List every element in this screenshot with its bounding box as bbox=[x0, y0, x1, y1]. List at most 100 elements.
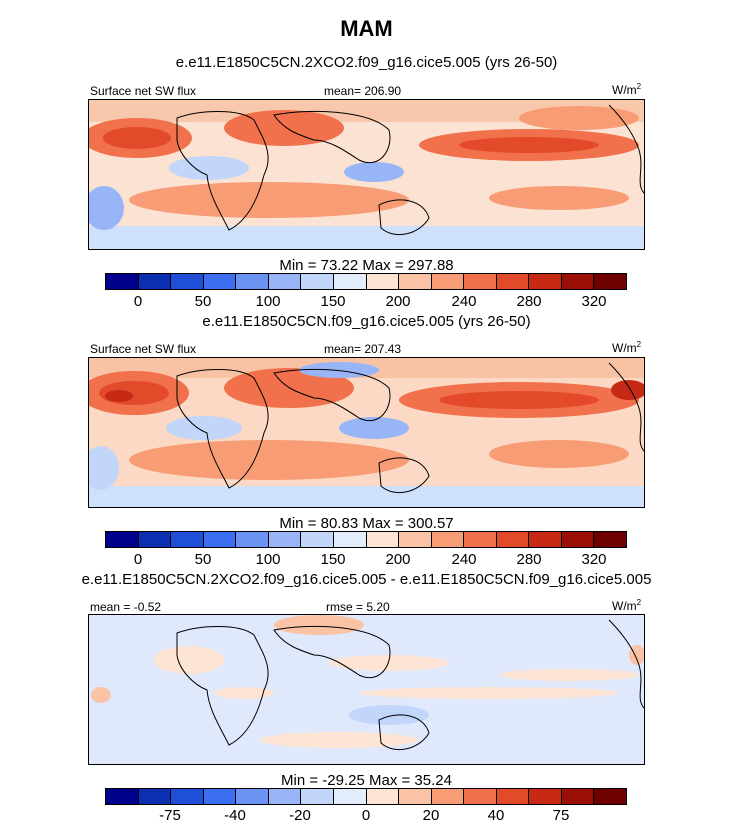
panel3-colorbar-bin bbox=[399, 789, 432, 804]
panel3-colorbar-bin bbox=[431, 789, 465, 804]
panel2-colorbar-bin bbox=[203, 532, 237, 547]
panel2-colorbar-bin bbox=[236, 532, 269, 547]
panel3-colorbar-bin bbox=[594, 789, 626, 804]
panel3-mean-label: mean = -0.52 bbox=[90, 600, 162, 614]
panel2-tick: 320 bbox=[581, 551, 607, 568]
panel2-southern-maximum bbox=[129, 440, 409, 480]
panel1-tick: 0 bbox=[133, 293, 143, 310]
panel2-tick: 240 bbox=[451, 551, 477, 568]
panel3-colorbar-bin bbox=[529, 789, 562, 804]
panel1-australia-coastline bbox=[378, 199, 430, 236]
panel3-asia-coastline bbox=[273, 625, 391, 679]
panel1-arabia-maximum bbox=[224, 110, 344, 146]
panel1-colorbar-bin bbox=[106, 274, 139, 289]
panel2-australia-coastline bbox=[378, 457, 430, 494]
panel3-colorbar bbox=[105, 788, 627, 805]
panel1-colorbar-bin bbox=[594, 274, 626, 289]
panel2-colorbar-bin bbox=[333, 532, 367, 547]
panel1-colorbar-bin bbox=[464, 274, 497, 289]
panel2-tick: 0 bbox=[133, 551, 143, 568]
panel2-colorbar-bin bbox=[594, 532, 626, 547]
panel2-variable-label: Surface net SW flux bbox=[90, 342, 197, 356]
panel2-units: W/m2 bbox=[612, 340, 642, 355]
panel1-africa-coastline bbox=[176, 111, 269, 231]
panel3-title: e.e11.E1850C5CN.2XCO2.f09_g16.cice5.005 … bbox=[81, 571, 652, 588]
panel2-colorbar bbox=[105, 531, 627, 548]
panel2-congo-minimum bbox=[166, 416, 242, 440]
panel1-congo-minimum bbox=[169, 156, 249, 180]
panel1-colorbar-bin bbox=[236, 274, 269, 289]
panel3-colorbar-bin bbox=[496, 789, 530, 804]
panel3-colorbar-bin bbox=[138, 789, 172, 804]
panel1-southern-band bbox=[89, 226, 644, 249]
panel2-tick: 200 bbox=[385, 551, 411, 568]
panel1-tick: 200 bbox=[385, 293, 411, 310]
panel1-colorbar-bin bbox=[529, 274, 562, 289]
panel3-africa-coastline bbox=[176, 626, 269, 746]
panel3-negative-anomaly bbox=[349, 705, 429, 725]
panel3-tick: -75 bbox=[159, 807, 181, 824]
panel1-americas-coastline bbox=[608, 104, 644, 194]
panel1-colorbar-bin bbox=[496, 274, 530, 289]
panel2-colorbar-bin bbox=[496, 532, 530, 547]
panel1-maritime-minimum bbox=[344, 162, 404, 182]
panel3-colorbar-bin bbox=[236, 789, 269, 804]
panel2-colorbar-bin bbox=[106, 532, 139, 547]
panel3-tick: 75 bbox=[552, 807, 570, 824]
panel2-colorbar-bin bbox=[138, 532, 172, 547]
panel3-americas-coastline bbox=[608, 619, 644, 709]
panel2-field bbox=[89, 358, 644, 507]
panel2-tick: 100 bbox=[255, 551, 281, 568]
panel2-tick: 150 bbox=[320, 551, 346, 568]
panel3-australia-coastline bbox=[378, 714, 430, 751]
panel3-colorbar-bin bbox=[106, 789, 139, 804]
panel1-tick: 100 bbox=[255, 293, 281, 310]
panel2-colorbar-bin bbox=[171, 532, 204, 547]
panel2-colorbar-bin bbox=[561, 532, 595, 547]
panel1-map bbox=[88, 99, 645, 250]
panel3-tick: 0 bbox=[361, 807, 371, 824]
panel2-africa-coastline bbox=[176, 369, 269, 489]
panel1-colorbar-bin bbox=[399, 274, 432, 289]
panel3-map bbox=[88, 614, 645, 765]
panel1-colorbar-bin bbox=[171, 274, 204, 289]
panel3-units: W/m2 bbox=[612, 598, 642, 613]
panel2-map bbox=[88, 357, 645, 508]
panel1-tick: 150 bbox=[320, 293, 346, 310]
panel2-colorbar-bin bbox=[399, 532, 432, 547]
panel3-colorbar-bin bbox=[366, 789, 400, 804]
panel1-colorbar-bin bbox=[366, 274, 400, 289]
panel2-americas-coastline bbox=[608, 362, 644, 452]
panel1-units: W/m2 bbox=[612, 82, 642, 97]
panel2-colorbar-bin bbox=[366, 532, 400, 547]
panel3-field bbox=[89, 615, 644, 764]
panel3-colorbar-bin bbox=[268, 789, 302, 804]
panel3-tick: -40 bbox=[224, 807, 246, 824]
panel2-asia-coastline bbox=[273, 368, 391, 422]
panel2-tick: 280 bbox=[516, 551, 542, 568]
panel2-colorbar-bin bbox=[431, 532, 465, 547]
panel3-positive-anomaly bbox=[274, 615, 364, 635]
panel1-colorbar-bin bbox=[431, 274, 465, 289]
panel2-colorbar-bin bbox=[464, 532, 497, 547]
panel2-southern-band bbox=[89, 486, 644, 507]
panel2-maritime-minimum bbox=[339, 417, 409, 439]
panel1-min-max: Min = 73.22 Max = 297.88 bbox=[279, 257, 454, 274]
panel3-colorbar-bin bbox=[464, 789, 497, 804]
panel1-field bbox=[89, 100, 644, 249]
panel3-rmse-label: rmse = 5.20 bbox=[326, 600, 390, 614]
panel3-colorbar-bin bbox=[203, 789, 237, 804]
panel2-mean-label: mean= 207.43 bbox=[324, 342, 402, 356]
panel2-title: e.e11.E1850C5CN.f09_g16.cice5.005 (yrs 2… bbox=[202, 313, 531, 330]
panel2-min-max: Min = 80.83 Max = 300.57 bbox=[279, 515, 454, 532]
panel3-colorbar-bin bbox=[333, 789, 367, 804]
panel1-variable-label: Surface net SW flux bbox=[90, 84, 197, 98]
panel1-colorbar-bin bbox=[138, 274, 172, 289]
panel3-min-max: Min = -29.25 Max = 35.24 bbox=[281, 772, 452, 789]
panel3-colorbar-bin bbox=[561, 789, 595, 804]
panel1-tick: 280 bbox=[516, 293, 542, 310]
panel2-colorbar-bin bbox=[268, 532, 302, 547]
panel3-tick: -20 bbox=[289, 807, 311, 824]
panel2-tick: 50 bbox=[194, 551, 212, 568]
panel1-northern-band bbox=[89, 100, 644, 122]
